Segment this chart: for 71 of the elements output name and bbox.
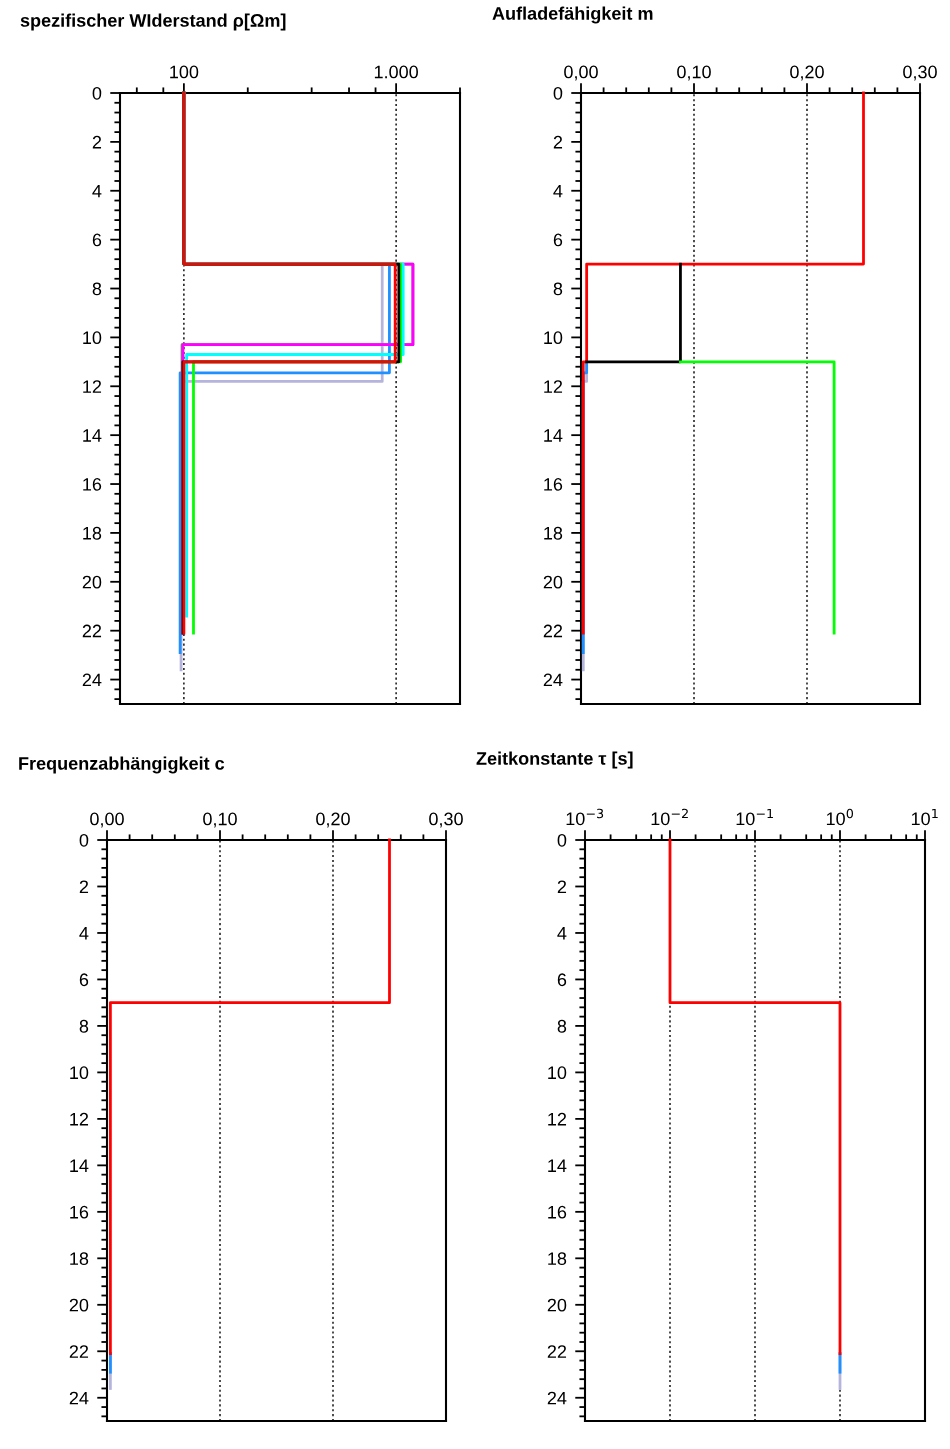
x-tick-label: 10$^{−1}$	[736, 808, 773, 826]
y-tick-label: 12	[83, 380, 102, 393]
x-tick-label: 10$^{0}$	[826, 808, 854, 826]
y-tick-label: 14	[548, 1159, 567, 1172]
y-tick-label: 22	[69, 1345, 89, 1358]
y-tick-label: 4	[557, 927, 567, 940]
y-tick-label: 24	[543, 673, 563, 687]
x-tick-label: 10$^{−3}$	[566, 808, 604, 826]
y-tick-label: 14	[544, 429, 563, 442]
y-tick-label: 18	[548, 1252, 567, 1266]
y-tick-label: 18	[70, 1252, 89, 1266]
x-tick-label: 0,30	[903, 65, 937, 81]
y-tick-label: 16	[544, 477, 563, 491]
y-tick-label: 6	[553, 233, 563, 247]
y-tick-label: 8	[79, 1019, 89, 1033]
x-tick-label: 0,00	[90, 812, 124, 828]
x-tick-label: 0,10	[677, 65, 711, 81]
x-tick-label: 100	[170, 65, 199, 79]
y-tick-label: 2	[79, 880, 89, 894]
y-tick-label: 10	[83, 331, 102, 345]
y-tick-label: 2	[92, 135, 102, 149]
x-tick-label: 10$^{−2}$	[651, 808, 688, 826]
x-tick-label: 0,20	[790, 65, 824, 81]
y-tick-label: 0	[553, 86, 563, 100]
chart-title: spezifischer WIderstand ρ[Ωm]	[20, 13, 286, 31]
y-tick-label: 0	[79, 833, 89, 847]
chart-title: Aufladefähigkeit m	[492, 6, 653, 24]
chart-title: Frequenzabhängigkeit c	[19, 756, 225, 774]
y-tick-label: 6	[92, 233, 102, 247]
y-tick-label: 8	[553, 282, 563, 296]
y-tick-label: 20	[82, 575, 102, 589]
y-tick-label: 4	[553, 184, 563, 198]
y-tick-label: 22	[82, 624, 102, 638]
y-tick-label: 2	[553, 135, 563, 149]
y-tick-label: 16	[70, 1205, 89, 1219]
y-tick-label: 12	[70, 1112, 89, 1126]
y-tick-label: 20	[69, 1298, 89, 1312]
y-tick-label: 22	[547, 1345, 567, 1358]
y-tick-label: 2	[557, 880, 567, 894]
y-tick-label: 20	[543, 575, 563, 589]
y-tick-label: 24	[69, 1391, 89, 1405]
y-tick-label: 12	[544, 380, 563, 393]
x-tick-label: 0,20	[316, 812, 350, 828]
y-tick-label: 22	[543, 624, 563, 638]
y-tick-label: 4	[79, 927, 89, 940]
x-tick-label: 10$^{1}$	[911, 808, 938, 826]
y-tick-label: 10	[548, 1066, 567, 1080]
y-tick-label: 0	[92, 86, 102, 100]
y-tick-label: 24	[82, 673, 102, 687]
y-tick-label: 14	[70, 1159, 89, 1172]
x-tick-label: 1.000	[374, 65, 418, 79]
y-tick-label: 6	[79, 973, 89, 987]
y-tick-label: 12	[548, 1112, 567, 1126]
y-tick-label: 16	[83, 477, 102, 491]
y-tick-label: 10	[70, 1066, 89, 1080]
chart-title: Zeitkonstante τ [s]	[476, 751, 633, 769]
y-tick-label: 8	[557, 1019, 567, 1033]
y-tick-label: 18	[544, 526, 563, 540]
y-tick-label: 6	[557, 973, 567, 987]
y-tick-label: 18	[83, 526, 102, 540]
y-tick-label: 8	[92, 282, 102, 296]
y-tick-label: 0	[557, 833, 567, 847]
y-tick-label: 14	[83, 429, 102, 442]
x-tick-label: 0,00	[564, 65, 598, 81]
x-tick-label: 0,10	[203, 812, 237, 828]
y-tick-label: 16	[548, 1205, 567, 1219]
y-tick-label: 10	[544, 331, 563, 345]
y-tick-label: 4	[92, 184, 102, 198]
x-tick-label: 0,30	[429, 812, 463, 828]
y-tick-label: 20	[547, 1298, 567, 1312]
y-tick-label: 24	[547, 1391, 567, 1405]
